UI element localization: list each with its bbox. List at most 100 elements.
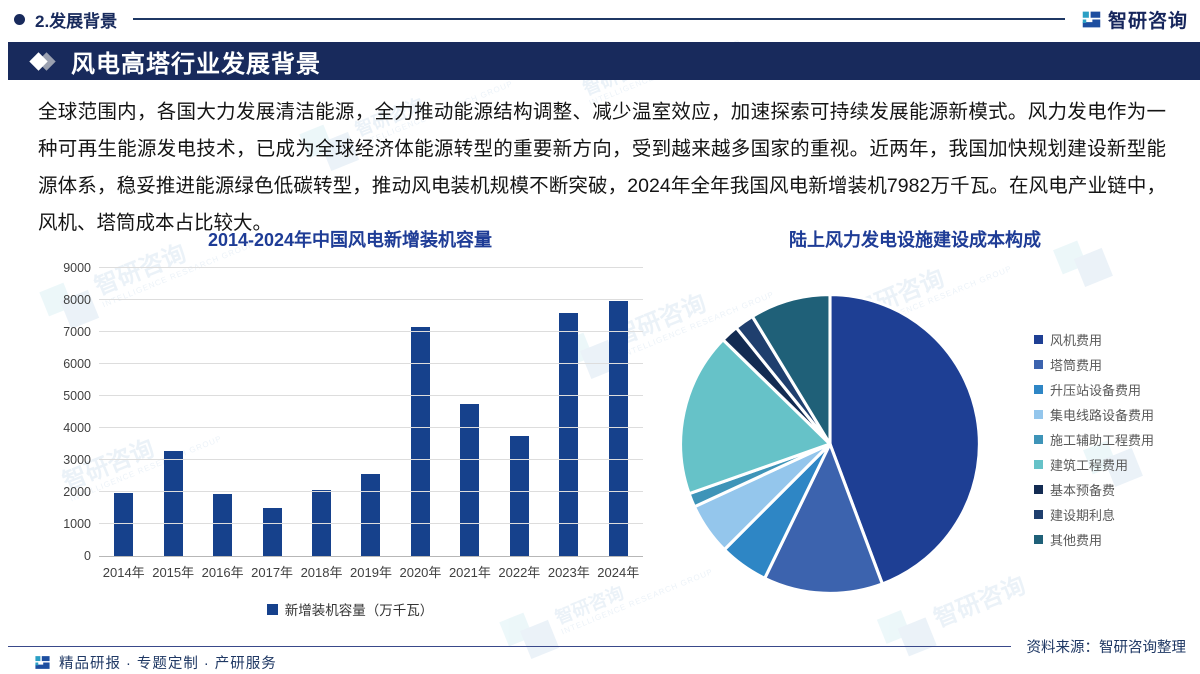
bar-2015年 — [163, 450, 183, 556]
bar-chart: 2014-2024年中国风电新增装机容量 0 1000 2000 3000 4000 50… — [55, 226, 645, 619]
y-axis-tick: 8000 — [63, 293, 91, 307]
legend-swatch — [266, 603, 278, 615]
gridline — [99, 267, 643, 268]
gridline — [99, 427, 643, 428]
bullet-icon — [14, 13, 25, 25]
legend-label: 施工辅助工程费用 — [1050, 433, 1155, 448]
x-axis-label: 2016年 — [201, 565, 244, 580]
y-axis-tick: 5000 — [63, 389, 91, 403]
plot-grid — [99, 267, 643, 557]
x-axis-label: 2020年 — [399, 565, 442, 580]
bars-group — [99, 268, 643, 556]
footer-services-row: 精品研报 · 专题定制 · 产研服务 — [34, 652, 277, 673]
y-axis-tick: 3000 — [63, 453, 91, 467]
legend-item: 基本预备费 — [1034, 482, 1154, 498]
zhiyan-logo-icon — [35, 656, 50, 669]
x-axis-label: 2023年 — [547, 565, 590, 580]
y-axis-tick: 9000 — [63, 261, 91, 275]
legend-swatch — [1034, 485, 1043, 494]
gridline — [99, 459, 643, 460]
x-axis-label: 2018年 — [300, 565, 343, 580]
x-axis-label: 2021年 — [448, 565, 491, 580]
legend-label: 塔筒费用 — [1050, 358, 1103, 373]
bar-chart-plot-area: 0 1000 2000 3000 4000 5000 6000 7000 8000 9000 — [55, 261, 645, 563]
legend-swatch — [1034, 385, 1043, 394]
legend-item: 其他费用 — [1034, 532, 1154, 548]
pie-graphic — [679, 293, 981, 595]
logo-text: 智研咨询 — [1107, 10, 1188, 32]
legend-label: 其他费用 — [1050, 533, 1103, 548]
bar-2021年 — [460, 403, 480, 556]
y-axis-tick: 1000 — [63, 517, 91, 531]
legend-item: 建设期利息 — [1034, 507, 1154, 523]
section-title: 2.发展背景 — [35, 11, 118, 31]
legend-swatch — [1034, 360, 1043, 369]
legend-item: 建筑工程费用 — [1034, 457, 1154, 473]
bar-2016年 — [213, 494, 233, 556]
legend-item: 风机费用 — [1034, 332, 1154, 348]
legend-swatch — [1034, 510, 1043, 519]
bar-2022年 — [509, 435, 529, 556]
x-axis-label: 2022年 — [498, 565, 541, 580]
page-header: 2.发展背景 智研咨询 — [14, 6, 1188, 33]
y-axis-tick: 0 — [84, 549, 91, 563]
y-axis-tick: 6000 — [63, 357, 91, 371]
source-text: 资料来源：智研咨询整理 — [1026, 640, 1187, 656]
x-axis-label: 2017年 — [251, 565, 294, 580]
pie-chart: 陆上风力发电设施建设成本构成 风机费用塔筒费用升压站设备费用 集电线路设备费用 施工… — [650, 226, 1180, 626]
legend-item: 升压站设备费用 — [1034, 382, 1154, 398]
legend-swatch — [1034, 435, 1043, 444]
title-banner: 风电高塔行业发展背景 — [8, 42, 1200, 80]
bar-chart-title: 2014-2024年中国风电新增装机容量 — [207, 230, 493, 250]
pie-slice-建筑工程费用 — [679, 338, 832, 496]
gridline — [99, 491, 643, 492]
footer-divider — [8, 645, 1011, 648]
gridline — [99, 363, 643, 364]
legend-item: 施工辅助工程费用 — [1034, 432, 1155, 448]
bar-2017年 — [262, 507, 282, 556]
x-axis-label: 2015年 — [152, 565, 195, 580]
legend-label: 建设期利息 — [1050, 508, 1116, 523]
services-text: 精品研报 · 专题定制 · 产研服务 — [59, 656, 277, 672]
header-divider — [133, 18, 1065, 20]
legend-label: 风机费用 — [1050, 333, 1103, 348]
legend-swatch — [1034, 335, 1043, 344]
pie-slice-其他费用 — [750, 293, 832, 446]
legend-swatch — [1034, 460, 1043, 469]
bar-2024年 — [608, 300, 628, 556]
y-axis-tick: 4000 — [63, 421, 91, 435]
y-axis: 0 1000 2000 3000 4000 5000 6000 7000 8000 9000 — [55, 261, 99, 563]
y-axis-tick: 2000 — [63, 485, 91, 499]
pie-chart-legend: 风机费用塔筒费用升压站设备费用 集电线路设备费用 施工辅助工程费用 建筑工程费用 基本预… — [1034, 332, 1154, 557]
x-axis-label: 2014年 — [102, 565, 145, 580]
legend-label: 集电线路设备费用 — [1050, 408, 1155, 423]
legend-swatch — [1034, 535, 1043, 544]
legend-label: 建筑工程费用 — [1050, 458, 1129, 473]
legend-label: 升压站设备费用 — [1050, 383, 1142, 398]
x-axis-label: 2019年 — [350, 565, 392, 580]
gridline — [99, 395, 643, 396]
bar-2023年 — [559, 313, 579, 556]
legend-item: 集电线路设备费用 — [1034, 407, 1155, 423]
x-axis-labels: 2014年 2015年 2016年 2017年 2018年 2019年 2020年 2021年… — [99, 562, 643, 581]
pie-chart-title: 陆上风力发电设施建设成本构成 — [789, 230, 1041, 250]
company-logo: 智研咨询 — [1081, 6, 1188, 33]
pie-slice-塔筒费用 — [763, 442, 884, 595]
gridline — [99, 331, 643, 332]
bar-2019年 — [361, 473, 381, 556]
pie-slice-风机费用 — [828, 293, 981, 586]
banner-title: 风电高塔行业发展背景 — [71, 50, 321, 78]
bar-2014年 — [114, 492, 134, 556]
body-paragraph: 全球范围内，各国大力发展清洁能源，全力推动能源结构调整、减少温室效应，加速探索可… — [38, 101, 1166, 234]
gridline — [99, 299, 643, 300]
y-axis-tick: 7000 — [63, 325, 91, 339]
legend-label: 基本预备费 — [1050, 483, 1116, 498]
zhiyan-logo-icon — [1082, 11, 1101, 27]
x-axis-label: 2024年 — [597, 565, 640, 580]
legend-swatch — [1034, 410, 1043, 419]
legend-item: 塔筒费用 — [1034, 357, 1154, 373]
bar-2020年 — [410, 326, 430, 556]
legend-label: 新增装机容量（万千瓦） — [284, 603, 434, 618]
gridline — [99, 523, 643, 524]
bar-chart-legend: 新增装机容量（万千瓦） — [55, 599, 645, 619]
